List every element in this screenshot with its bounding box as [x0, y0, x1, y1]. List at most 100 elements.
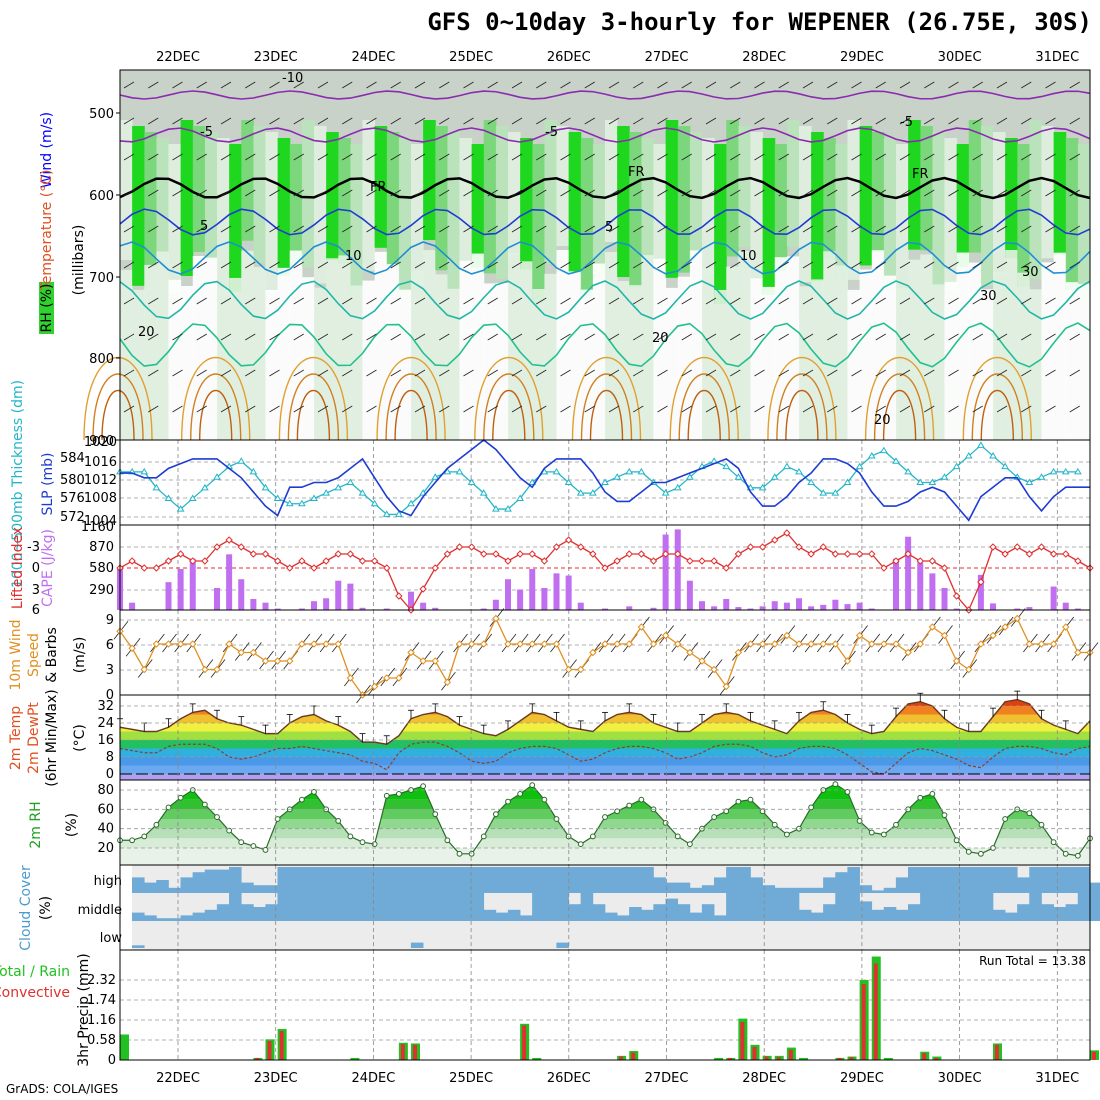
rh-band — [120, 799, 1090, 810]
wind-barb — [123, 189, 135, 197]
lifted-index-marker — [225, 536, 233, 544]
wind-barb — [148, 405, 159, 413]
ylabel-rh-units: (%) — [64, 813, 80, 837]
wind-barb — [245, 189, 256, 197]
cloud-cell-high — [423, 867, 436, 893]
rh-band — [120, 784, 1090, 790]
rh-band — [459, 138, 473, 269]
rh-band — [617, 126, 630, 278]
lifted-index-marker — [831, 550, 840, 558]
wind-speed-marker — [649, 640, 658, 648]
cape-bar — [929, 573, 936, 610]
cape-bar — [432, 607, 439, 610]
warm-contour — [92, 373, 144, 441]
cloud-cell-high — [932, 867, 945, 893]
thickness-tick: 580 — [60, 473, 85, 488]
wind-speed-marker — [1025, 640, 1034, 648]
rh-band-low — [350, 285, 363, 440]
wind-barb — [948, 225, 959, 233]
cloud-cell-high — [665, 882, 679, 893]
thickness-marker — [989, 451, 997, 459]
rh-band — [956, 144, 970, 267]
rh-marker — [893, 821, 899, 828]
rh-band — [120, 790, 1090, 800]
top-date-label: 24DEC — [351, 50, 395, 65]
wind-speed-marker — [1037, 640, 1046, 648]
lifted-index-marker — [1049, 550, 1058, 558]
precip-total-bar — [350, 1057, 360, 1060]
cape-bar — [165, 582, 172, 610]
rh-marker — [832, 781, 839, 788]
ylabel-2m-dewpt: 2m DewPt — [26, 702, 42, 774]
wind-barb — [705, 225, 717, 233]
cloud-cell-high — [944, 867, 957, 893]
rh-marker — [868, 829, 875, 836]
wind-barb — [172, 369, 183, 377]
rh-band — [386, 132, 400, 267]
rh-band-low — [471, 253, 485, 440]
contour-label: 5 — [200, 219, 208, 234]
ylabel-temp-units: (°C) — [72, 724, 88, 752]
lifted-index-marker — [564, 536, 573, 544]
wind-speed-marker — [601, 640, 609, 648]
wind-barb — [196, 225, 207, 233]
rh-band — [204, 132, 218, 260]
wind-barb — [705, 189, 717, 197]
temp-2m-panel: 32 24 16 8 0 — [97, 690, 1091, 782]
wind-barb — [875, 153, 886, 161]
wind-barb — [123, 225, 135, 233]
wind-barb — [366, 261, 377, 269]
cloud-cell-middle — [374, 893, 388, 921]
ylabel-2m-temp: 2m Temp — [8, 706, 24, 770]
wind-speed-marker — [395, 674, 403, 682]
cloud-cell-middle — [580, 893, 594, 921]
wind-barb — [342, 153, 353, 161]
cloud-cell-middle — [435, 893, 448, 921]
wind-barb — [657, 369, 668, 377]
rh-marker — [1050, 839, 1057, 846]
rh-band — [253, 126, 266, 264]
precip-conv-bar — [728, 1057, 733, 1060]
lifted-index-marker — [904, 550, 912, 558]
wind-barb — [293, 225, 304, 233]
cloud-cell-high — [883, 887, 897, 893]
cloud-cell-middle — [786, 893, 800, 921]
wind-barb — [148, 333, 159, 341]
wind-barb — [584, 405, 595, 413]
cape-bar — [1074, 608, 1081, 610]
cape-bar — [311, 601, 317, 610]
wind-speed-marker — [746, 640, 755, 648]
cloud-cell-high — [350, 867, 363, 893]
lifted-index-marker — [989, 543, 997, 551]
wind-barb — [487, 369, 498, 377]
rh-band-low — [326, 258, 339, 440]
wind-barb — [1021, 333, 1032, 341]
thickness-marker — [879, 446, 888, 454]
wind-barb — [172, 261, 183, 269]
wind-speed-marker — [989, 631, 997, 640]
wind-barb — [851, 405, 862, 413]
wind-barb — [996, 405, 1008, 413]
thickness-marker — [164, 494, 173, 501]
wind-speed-marker — [443, 678, 452, 686]
cape-bar — [626, 606, 633, 610]
cloud-cell-middle — [980, 893, 994, 921]
cape-bar — [808, 606, 815, 610]
wind-barb — [487, 153, 498, 161]
wind-barb — [851, 189, 862, 197]
cloud-cell-middle — [883, 907, 897, 921]
wind-barb — [996, 369, 1008, 377]
rh-marker — [747, 796, 754, 803]
warm-contour — [278, 357, 349, 441]
cape-bar — [662, 534, 669, 610]
cape-bar — [214, 588, 220, 610]
rh-band — [326, 132, 339, 261]
cape-bar — [335, 580, 342, 610]
top-date-label: 26DEC — [547, 50, 591, 65]
wind-barb — [342, 405, 353, 413]
rh-band — [132, 126, 145, 286]
rh-band-low — [398, 289, 412, 440]
cloud-cell-middle — [750, 893, 763, 921]
cloud-cell-middle — [556, 893, 569, 921]
rh-tick: 80 — [97, 783, 114, 798]
